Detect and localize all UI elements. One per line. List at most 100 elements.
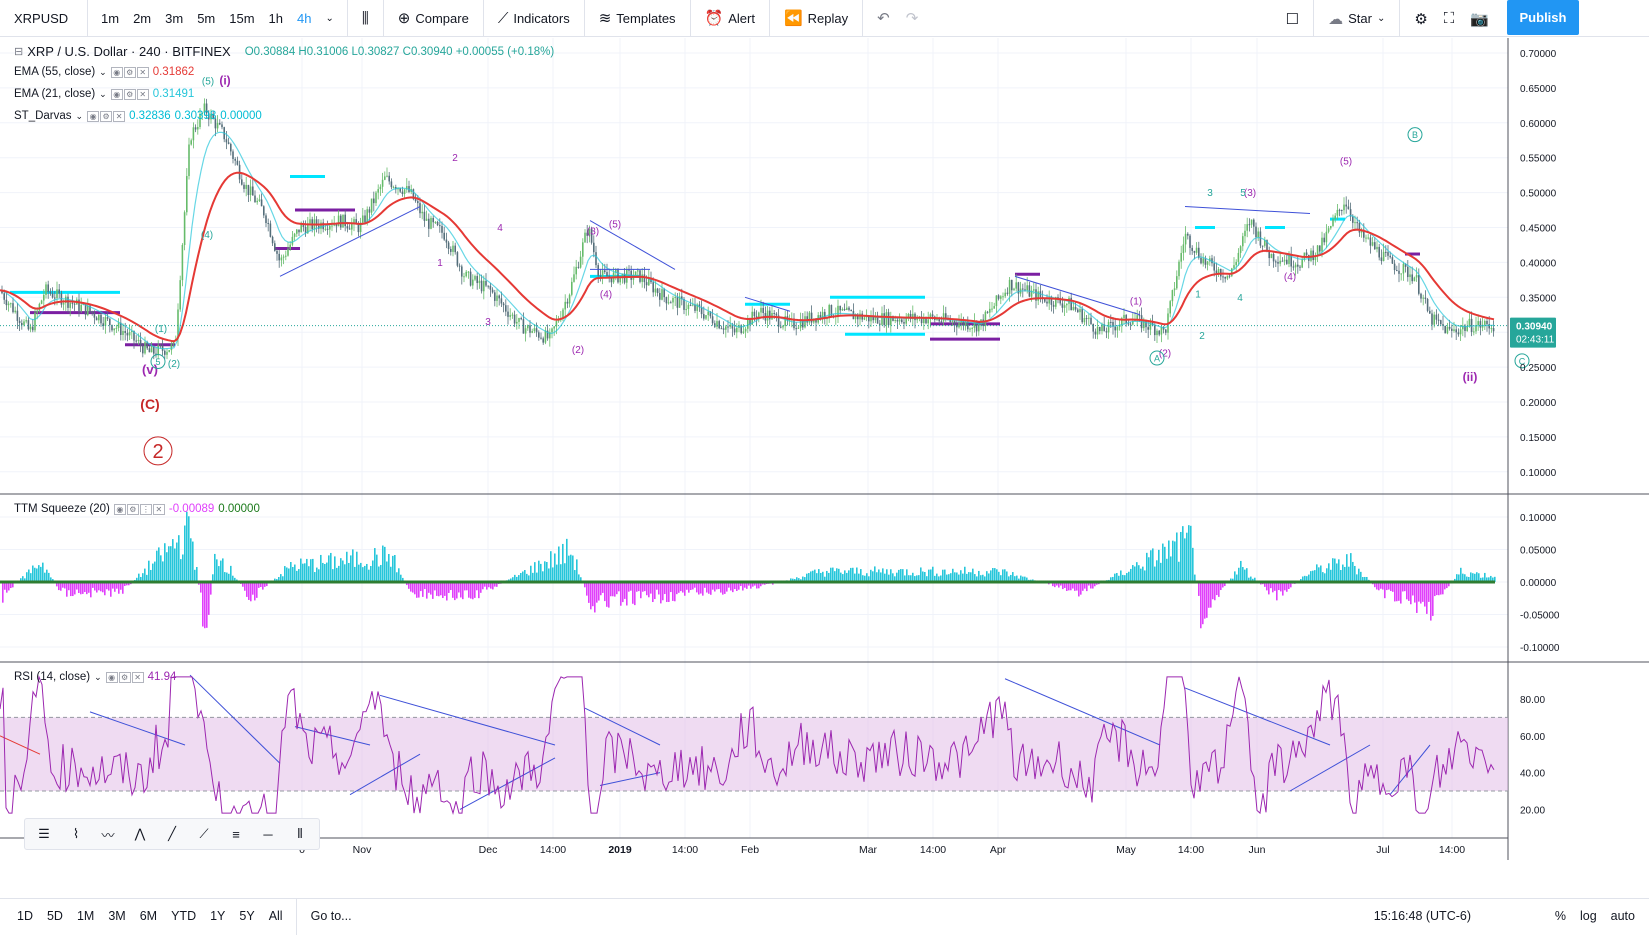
timeframe-dropdown-icon[interactable]: ⌄	[318, 13, 340, 24]
triangle-wave-icon[interactable]: ⋀	[125, 821, 155, 847]
ttm-bar	[340, 558, 342, 582]
tf-5m[interactable]: 5m	[190, 11, 222, 26]
close-icon[interactable]: ✕	[113, 111, 125, 122]
eye-icon[interactable]: ◉	[106, 672, 118, 683]
candle-body	[1348, 206, 1350, 209]
clock[interactable]: 15:16:48 (UTC-6)	[1374, 909, 1471, 923]
snapshot-button[interactable]: 📷	[1462, 0, 1497, 37]
range-1m[interactable]: 1M	[70, 909, 101, 923]
candle-body	[1154, 326, 1156, 336]
symbol-search[interactable]: XRPUSD	[0, 0, 88, 37]
close-icon[interactable]: ✕	[153, 504, 165, 515]
candle-body	[428, 219, 430, 229]
eye-icon[interactable]: ◉	[111, 67, 123, 78]
tf-4h[interactable]: 4h	[290, 11, 318, 26]
undo-button[interactable]: ↶	[869, 0, 898, 37]
tf-1m[interactable]: 1m	[94, 11, 126, 26]
save-layout-button[interactable]: ☁Star⌄	[1320, 0, 1393, 37]
grip-icon[interactable]: ☰	[29, 821, 59, 847]
settings-icon[interactable]: ⚙	[127, 504, 139, 515]
settings-icon[interactable]: ⚙	[124, 67, 136, 78]
candle-body	[1271, 254, 1273, 258]
elliott-impulse-icon[interactable]: ⌇	[61, 821, 91, 847]
settings-icon[interactable]: ⚙	[100, 111, 112, 122]
tf-15m[interactable]: 15m	[222, 11, 261, 26]
horizontal-line-icon[interactable]: ─	[253, 821, 283, 847]
channel-icon[interactable]: ≡	[221, 821, 251, 847]
candle-body	[1275, 261, 1277, 262]
close-icon[interactable]: ✕	[137, 89, 149, 100]
chart-type-button[interactable]: ⫼	[354, 0, 377, 37]
trend-line-icon[interactable]: ╱	[157, 821, 187, 847]
eye-icon[interactable]: ◉	[87, 111, 99, 122]
range-5y[interactable]: 5Y	[232, 909, 261, 923]
legend-buttons[interactable]: ◉⚙✕	[111, 67, 149, 78]
range-all[interactable]: All	[262, 909, 290, 923]
compare-button[interactable]: ⊕Compare	[390, 0, 477, 37]
range-ytd[interactable]: YTD	[164, 909, 203, 923]
fullscreen-button[interactable]: ⛶	[1436, 0, 1463, 37]
tf-2m[interactable]: 2m	[126, 11, 158, 26]
ema55-legend[interactable]: EMA (55, close) ⌄ ◉⚙✕ 0.31862	[14, 66, 194, 78]
tf-3m[interactable]: 3m	[158, 11, 190, 26]
time-label: Jul	[1376, 844, 1389, 856]
redo-button[interactable]: ↷	[898, 0, 927, 37]
ttm-bar	[246, 582, 248, 597]
darvas-legend[interactable]: ST_Darvas ⌄ ◉⚙✕ 0.32836 0.30398 0.00000	[14, 110, 262, 122]
legend-buttons[interactable]: ◉⚙⋮✕	[114, 504, 165, 515]
indicators-button[interactable]: ⟋Indicators	[490, 0, 578, 37]
candle-body	[641, 274, 643, 281]
ttm-bar	[632, 582, 634, 604]
percent-toggle[interactable]: %	[1555, 909, 1566, 923]
legend-buttons[interactable]: ◉⚙✕	[106, 672, 144, 683]
candle-body	[465, 272, 467, 276]
alert-button[interactable]: ⏰Alert	[697, 0, 763, 37]
legend-buttons[interactable]: ◉⚙✕	[87, 111, 125, 122]
settings-button[interactable]: ⚙	[1406, 0, 1435, 37]
scale-options: % log auto	[1555, 909, 1635, 923]
settings-icon[interactable]: ⚙	[119, 672, 131, 683]
source-icon[interactable]: ⋮	[140, 504, 152, 515]
legend-buttons[interactable]: ◉⚙✕	[111, 89, 149, 100]
eye-icon[interactable]: ◉	[111, 89, 123, 100]
range-5d[interactable]: 5D	[40, 909, 70, 923]
candle-body	[593, 243, 595, 252]
range-1d[interactable]: 1D	[10, 909, 40, 923]
elliott-wave-icon[interactable]: 〰	[93, 821, 123, 847]
goto-button[interactable]: Go to...	[303, 909, 359, 923]
publish-button[interactable]: Publish	[1507, 0, 1579, 35]
close-icon[interactable]: ✕	[137, 67, 149, 78]
wave-label: 3	[1207, 188, 1213, 199]
candle-body	[1007, 293, 1009, 294]
candle-body	[56, 289, 58, 298]
ttm-bar	[1340, 570, 1342, 582]
log-toggle[interactable]: log	[1580, 909, 1597, 923]
candle-body	[285, 256, 287, 257]
chart-canvas[interactable]: (v)(C)(i)(ii)(1)(2)(5)(4)(5)(1)(2)(3)(4)…	[0, 38, 1649, 898]
ema21-legend[interactable]: EMA (21, close) ⌄ ◉⚙✕ 0.31491	[14, 88, 194, 100]
range-6m[interactable]: 6M	[133, 909, 164, 923]
ttm-bar	[346, 552, 348, 582]
range-3m[interactable]: 3M	[101, 909, 132, 923]
candle-body	[514, 315, 516, 324]
range-1y[interactable]: 1Y	[203, 909, 232, 923]
rsi-legend[interactable]: RSI (14, close) ⌄ ◉⚙✕ 41.94	[14, 671, 176, 683]
auto-toggle[interactable]: auto	[1611, 909, 1635, 923]
tf-1h[interactable]: 1h	[262, 11, 290, 26]
candle-body	[241, 179, 243, 184]
settings-icon[interactable]: ⚙	[124, 89, 136, 100]
vertical-lines-icon[interactable]: ⦀	[285, 821, 315, 847]
ttm-bar	[698, 582, 700, 595]
collapse-icon[interactable]: ⊟	[14, 45, 23, 58]
candle-body	[100, 315, 102, 324]
replay-button[interactable]: ⏪Replay	[776, 0, 856, 37]
ray-icon[interactable]: ⟋	[189, 821, 219, 847]
close-icon[interactable]: ✕	[132, 672, 144, 683]
templates-button[interactable]: ≋Templates	[591, 0, 684, 37]
eye-icon[interactable]: ◉	[114, 504, 126, 515]
candle-body	[248, 185, 250, 195]
multi-layout-button[interactable]: ☐	[1278, 0, 1307, 37]
ttm-legend[interactable]: TTM Squeeze (20) ◉⚙⋮✕ -0.00089 0.00000	[14, 503, 260, 515]
candle-body	[278, 254, 280, 261]
chart-area[interactable]: (v)(C)(i)(ii)(1)(2)(5)(4)(5)(1)(2)(3)(4)…	[0, 38, 1649, 898]
